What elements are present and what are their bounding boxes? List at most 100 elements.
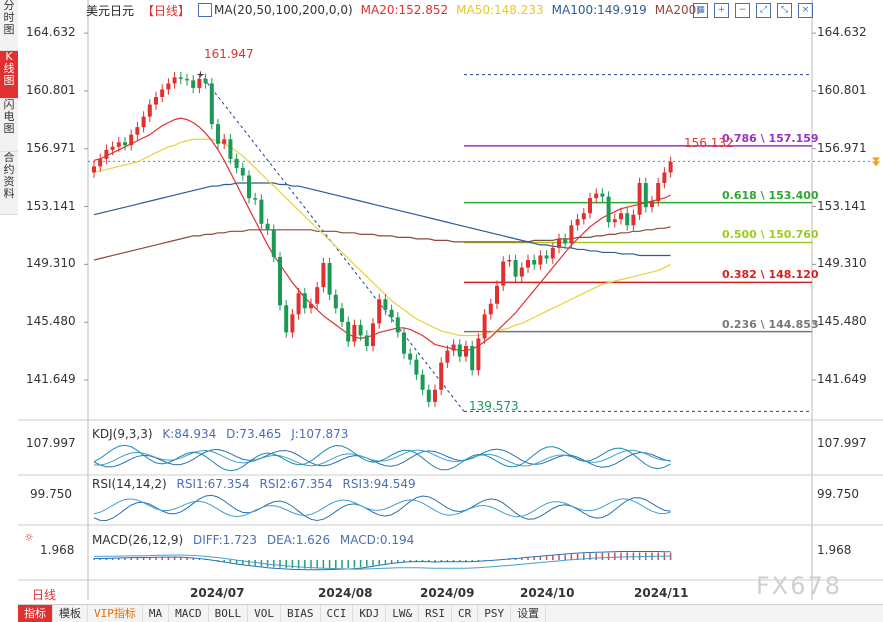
kdj-legend: KDJ(9,3,3) K:84.934 D:73.465 J:107.873 <box>92 427 354 441</box>
x-tick-label: 2024/07 <box>190 586 245 600</box>
macd-diff: DIFF:1.723 <box>192 533 258 547</box>
candle-body <box>563 238 568 244</box>
candle-body <box>160 89 165 97</box>
indicator-tab[interactable]: LW& <box>386 605 420 622</box>
tab-label: 闪电图 <box>3 98 15 135</box>
kdj-d-line <box>93 449 671 467</box>
y-tick-label-left: 156.971 <box>26 140 76 155</box>
candle-body <box>222 139 227 144</box>
candle-body <box>668 161 673 173</box>
fib-level-label: 0.382 \ 148.120 <box>722 268 819 282</box>
candle-body <box>544 255 549 259</box>
indicator-tab[interactable]: MA <box>143 605 170 622</box>
indicator-tab[interactable]: KDJ <box>353 605 387 622</box>
symbol-name: 美元日元 <box>86 3 135 18</box>
candle-body <box>395 317 400 333</box>
candle-body <box>538 255 543 265</box>
indicator-tab[interactable]: MACD <box>169 605 209 622</box>
timeframe-button[interactable]: 日线 <box>32 588 57 602</box>
grid-icon[interactable]: ▦ <box>693 3 708 18</box>
fib-level-label: 0.236 \ 144.853 <box>722 317 819 331</box>
ma50-value: MA50:148.233 <box>456 3 544 17</box>
indicator-tab[interactable]: 设置 <box>511 605 547 622</box>
candle-body <box>178 77 183 79</box>
chart-header: 美元日元 【日线】 MA(20,50,100,200,0,0) MA20:152… <box>86 0 700 20</box>
indicator-tab[interactable]: BIAS <box>281 605 321 622</box>
candle-body <box>402 332 406 354</box>
candle-body <box>104 149 109 159</box>
candle-body <box>296 293 301 315</box>
x-tick-label: 2024/11 <box>634 586 689 600</box>
candle-body <box>315 287 320 304</box>
rsi2-line <box>93 498 671 518</box>
indicator-tabs: 指标 模板 VIP指标 MA MACD BOLL VOL BIAS CCI KDJ LW& RSI CR… <box>18 604 883 622</box>
candle-body <box>650 201 654 208</box>
candle-body <box>470 346 475 371</box>
macd-legend: MACD(26,12,9) DIFF:1.723 DEA:1.626 MACD:… <box>92 533 420 547</box>
candle-body <box>581 213 586 220</box>
tab-contract-info[interactable]: 合约资料 <box>0 152 18 215</box>
fib-level-label: 0.618 \ 153.400 <box>722 188 819 202</box>
shrink-icon[interactable]: ⤡ <box>777 3 792 18</box>
candle-body <box>619 213 623 220</box>
candle-body <box>662 172 667 184</box>
macd-dea-line <box>94 554 671 570</box>
rsi2: RSI2:67.354 <box>259 477 333 491</box>
candle-body <box>457 344 462 357</box>
y-tick-label-left: 149.310 <box>26 256 76 271</box>
y-tick-label-left: 164.632 <box>26 25 76 40</box>
candle-body <box>321 263 326 288</box>
timeframe-label[interactable]: 【日线】 <box>142 3 191 18</box>
ma200-value: MA200: <box>654 3 701 17</box>
expand-icon[interactable]: ⤢ <box>756 3 771 18</box>
minus-icon[interactable]: − <box>735 3 750 18</box>
candle-body <box>389 309 394 318</box>
candle-body <box>172 77 177 84</box>
indicator-tab[interactable]: 指标 <box>18 605 53 622</box>
ma50-line <box>93 138 671 337</box>
y-tick-label-right: 156.971 <box>817 140 867 155</box>
candle-body <box>340 308 344 322</box>
candle-body <box>110 146 115 150</box>
indicator-tab[interactable]: BOLL <box>209 605 249 622</box>
indicator-tab[interactable]: CCI <box>321 605 354 622</box>
candle-body <box>154 96 158 105</box>
tab-flash[interactable]: 闪电图 <box>0 99 18 152</box>
candle-body <box>302 293 307 309</box>
high-marker: + <box>196 70 204 81</box>
candle-body <box>240 167 245 176</box>
indicator-tab[interactable]: CR <box>452 605 479 622</box>
candle-body <box>278 256 282 306</box>
candle-body <box>482 314 487 339</box>
indicator-tab[interactable]: VIP指标 <box>88 605 143 622</box>
plus-icon[interactable]: + <box>714 3 729 18</box>
y-tick-label-right: 164.632 <box>817 25 867 40</box>
indicator-tab[interactable]: PSY <box>478 605 512 622</box>
candle-body <box>209 83 214 125</box>
tab-label: K线图 <box>3 50 15 87</box>
candle-body <box>557 238 561 248</box>
ma-settings-icon[interactable] <box>198 3 213 17</box>
indicator-tab[interactable]: VOL <box>248 605 281 622</box>
candle-body <box>259 199 264 224</box>
close-icon[interactable]: × <box>798 3 813 18</box>
rsi3: RSI3:94.549 <box>342 477 416 491</box>
candle-body <box>575 219 580 226</box>
tab-time-share[interactable]: 分时图 <box>0 0 18 51</box>
macd-settings-icon[interactable]: ☼ <box>24 531 34 544</box>
candle-body <box>569 225 574 244</box>
candle-body <box>526 260 530 268</box>
candle-body <box>197 78 202 88</box>
candle-body <box>426 389 431 402</box>
candle-body <box>327 263 332 295</box>
tab-label: 合约资料 <box>3 151 15 200</box>
macd-axis-right: 1.968 <box>817 543 852 557</box>
kdj-j: J:107.873 <box>291 427 349 441</box>
low-price-label: 139.573 <box>469 399 519 413</box>
tab-kline[interactable]: K线图 <box>0 51 18 99</box>
kdj-k-line <box>93 448 671 468</box>
indicator-tab[interactable]: 模板 <box>53 605 88 622</box>
candle-body <box>185 78 189 81</box>
indicator-tab[interactable]: RSI <box>419 605 452 622</box>
